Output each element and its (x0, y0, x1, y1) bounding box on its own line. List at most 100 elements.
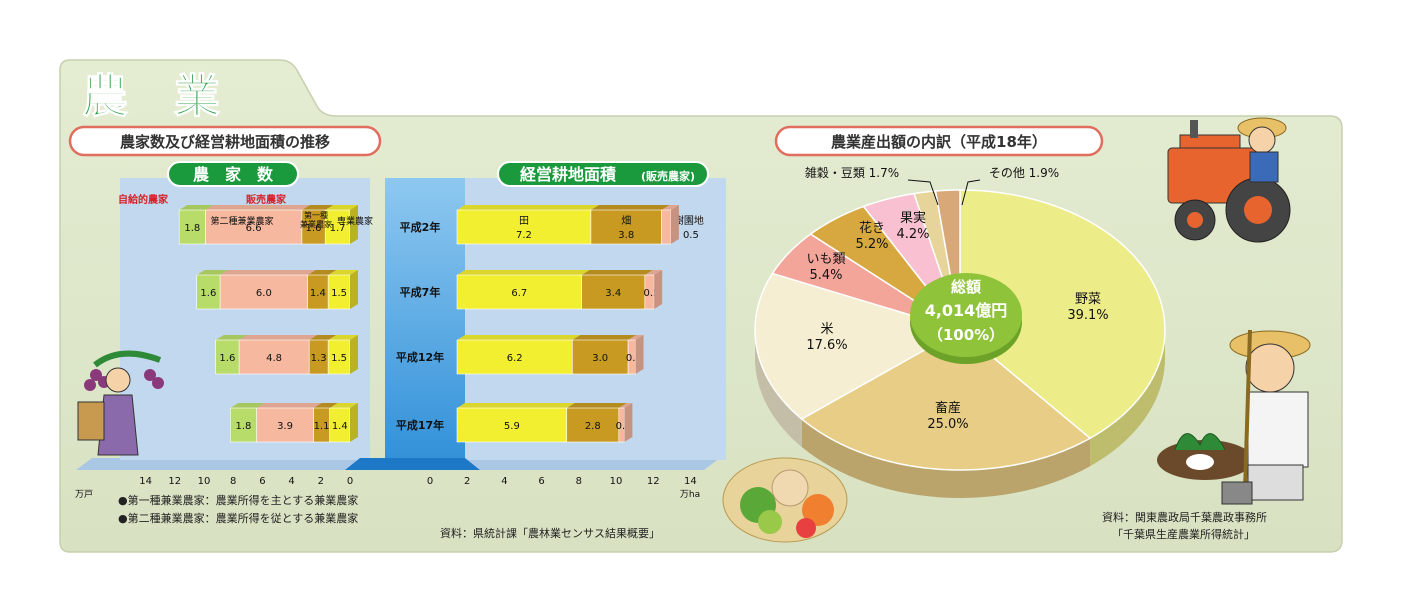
farm-tick: 0 (347, 476, 353, 487)
farm-bar-top (230, 403, 265, 408)
area-bar-label: 0.3 (616, 421, 632, 432)
farm-bar-label: 1.1 (314, 421, 330, 432)
farm-bar-top (301, 205, 334, 210)
area-bar-top (628, 335, 644, 340)
area-bar-label: 5.9 (504, 421, 520, 432)
area-bar-top (457, 270, 590, 275)
farm-bar-label: 1.8 (235, 421, 251, 432)
pie-label-value: 4.2% (896, 227, 929, 242)
pie-center-line3: （100%） (928, 326, 1004, 344)
area-bar (590, 209, 662, 245)
pie-label-value: 5.4% (809, 268, 842, 283)
farm-bars: 1.71.66.61.81.51.46.01.61.51.34.81.61.41… (178, 205, 373, 443)
area-series-name: 田 (519, 216, 529, 227)
area-bar-label: 0.5 (683, 230, 699, 241)
area-bar-label: 3.8 (618, 230, 634, 241)
area-bar-label: 6.7 (511, 288, 527, 299)
farm-bar-top (329, 403, 358, 408)
area-bar-side (654, 270, 663, 309)
area-tick: 10 (610, 476, 623, 487)
pie-leader-other (961, 179, 981, 206)
left-source: 資料：県統計課「農林業センサス結果概要」 (440, 526, 660, 540)
farm-bar (215, 339, 240, 375)
area-series-name: 樹園地 (674, 214, 704, 227)
area-bar (566, 407, 620, 443)
area-bar-label: 6.2 (507, 353, 523, 364)
area-bar-top (457, 205, 599, 210)
farm-bar (229, 407, 257, 443)
area-bar (456, 274, 582, 310)
right-source-line2: 「千葉県生産農業所得統計」 (1112, 527, 1255, 541)
farm-unit: 万戸 (75, 489, 93, 500)
area-bar-label: 3.0 (592, 353, 608, 364)
area-bar-top (618, 403, 633, 408)
area-bar-top (590, 205, 670, 210)
farm-bar-top (220, 270, 316, 275)
area-bar-top (566, 403, 627, 408)
farm-bar-label: 6.0 (256, 288, 272, 299)
right-source-line1: 資料：関東農政局千葉農政事務所 (1102, 510, 1267, 524)
area-bar (661, 209, 672, 245)
area-bar-side (670, 205, 679, 244)
area-bars: 田 7.2 畑 3.8 樹園地 0.5 6.7 3.4 0.5 6.2 3.0 0.4 5.9 2.8 0.… (456, 205, 704, 443)
area-panel-subtitle: (販売農家) (641, 169, 695, 183)
farm-bar-side (350, 335, 358, 374)
pie-label-name: その他 1.9% (989, 166, 1059, 180)
pie-slice (754, 272, 962, 420)
farm-tick: 12 (168, 476, 181, 487)
pie-center-line2: 4,014億円 (925, 301, 1008, 320)
pie-slice (959, 189, 1166, 440)
pie-center-disc (910, 273, 1022, 357)
farm-bar-top (328, 270, 358, 275)
farm-bar-label: 1.6 (306, 223, 322, 234)
farm-bar-label: 1.8 (184, 223, 200, 234)
pie-label-value: 5.2% (855, 237, 888, 252)
pie-label-name: 雑穀・豆類 1.7% (805, 165, 899, 180)
farm-tick: 14 (139, 476, 152, 487)
year-label-0: 平成2年 (400, 220, 441, 234)
pie-label-name: 野菜 (1075, 292, 1101, 307)
area-bar (581, 274, 646, 310)
farm-bar-top (309, 335, 337, 340)
area-bar-top (644, 270, 663, 275)
farm-bar (196, 274, 221, 310)
area-tick: 2 (464, 476, 470, 487)
pie-leader-grains (907, 179, 939, 206)
pie-label-value: 25.0% (927, 417, 968, 432)
farm-bar-top (205, 205, 310, 210)
farm-bar-label: 4.8 (266, 353, 282, 364)
tractor-illustration (1167, 117, 1291, 243)
page-title: 農 業 (82, 69, 220, 123)
farm-bar (178, 209, 206, 245)
legend-commercial: 販売農家 (246, 193, 287, 206)
farm-bar (205, 209, 303, 245)
right-section-title: 農業産出額の内訳（平成18年） (831, 133, 1047, 151)
area-axis: 0 2 4 6 8 10 12 14 万ha (427, 476, 700, 500)
left-section-title: 農家数及び経営耕地面積の推移 (120, 133, 330, 151)
farm-bar-top (215, 335, 248, 340)
farm-bar-top (325, 205, 358, 210)
farm-bar-side (350, 270, 358, 309)
area-bar (456, 407, 568, 443)
farm-bar-side (350, 205, 358, 244)
pie-slice-side (1090, 330, 1165, 467)
grape-farmer-illustration (77, 350, 164, 456)
area-tick: 12 (647, 476, 660, 487)
year-label-2: 平成12年 (396, 350, 444, 364)
farm-bar-top (196, 270, 229, 275)
series-label-full-time: 専業農家 (337, 215, 373, 227)
pie-label-value: 17.6% (806, 338, 847, 353)
pie-center-line1: 総額 (951, 278, 981, 296)
year-label-3: 平成17年 (396, 418, 444, 432)
area-bar-label: 2.8 (585, 421, 601, 432)
area-bar-label: 7.2 (516, 230, 532, 241)
area-bar-top (581, 270, 653, 275)
area-tick: 14 (684, 476, 697, 487)
farm-tick: 8 (230, 476, 236, 487)
series-label-type1-line2: 兼業農家 (300, 219, 332, 229)
farm-bar-top (307, 270, 337, 275)
area-tick: 6 (538, 476, 544, 487)
vegetable-basket-illustration (722, 457, 848, 543)
farm-bar-label: 1.3 (311, 353, 327, 364)
